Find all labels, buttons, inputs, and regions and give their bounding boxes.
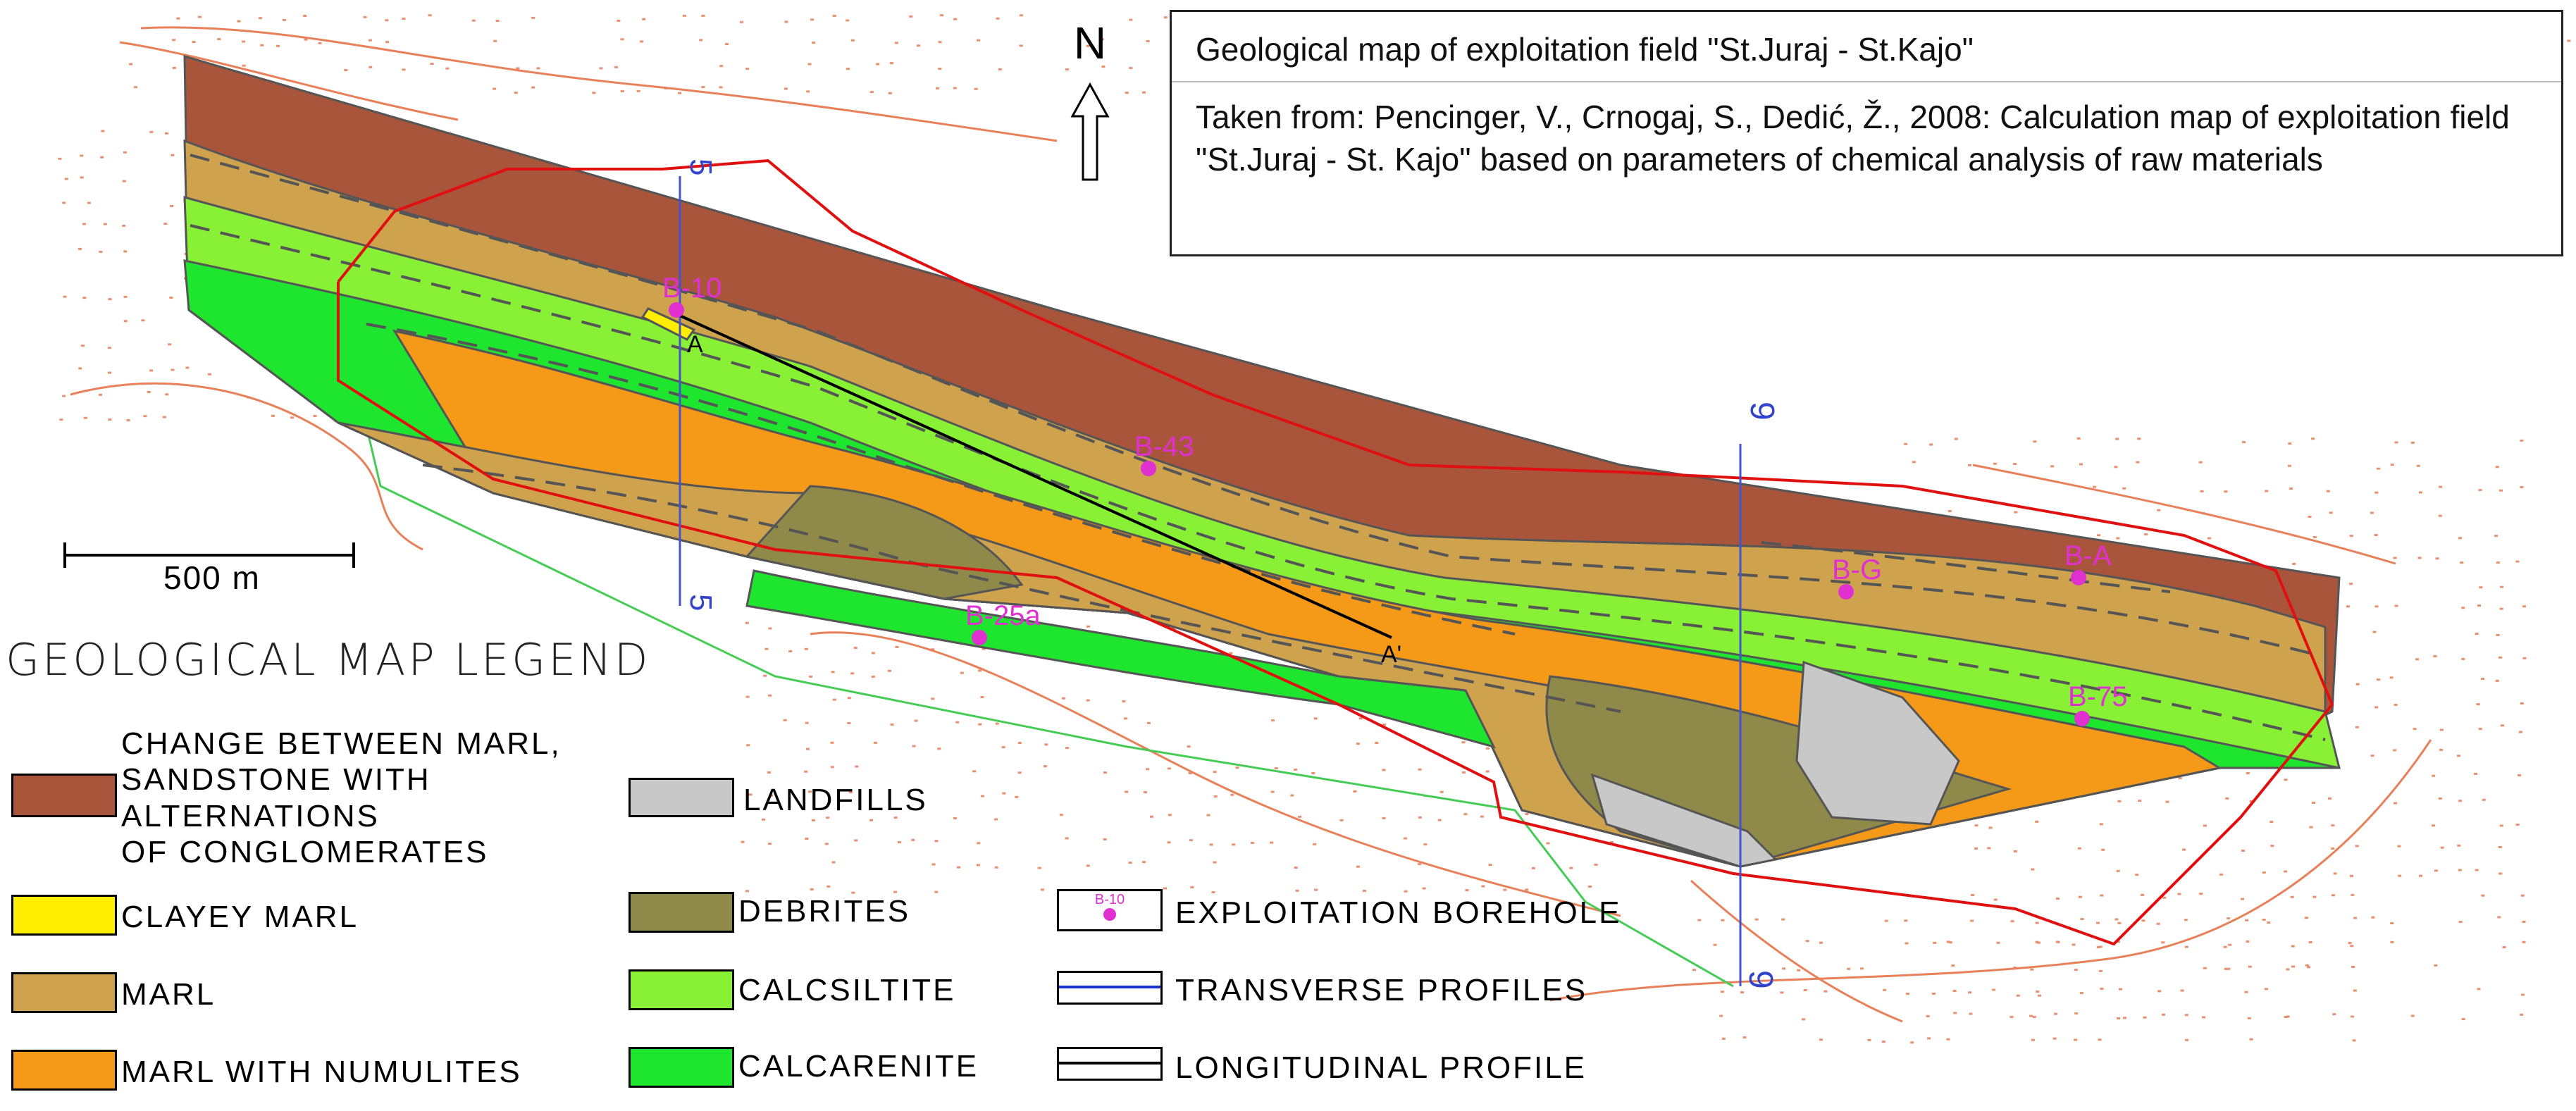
north-arrow-icon	[1070, 82, 1110, 181]
borehole-label: B-25a	[965, 600, 1041, 631]
borehole-marker	[1141, 461, 1156, 476]
legend-swatch-transverse	[1057, 971, 1163, 1005]
borehole-label: B-43	[1134, 431, 1194, 462]
formation-dashes	[190, 154, 2326, 741]
unit-debrites	[745, 485, 1024, 600]
transverse-9-top-label: 9	[1743, 402, 1781, 421]
legend-label-transverse: TRANSVERSE PROFILES	[1175, 973, 1588, 1007]
legend-label-clayey-marl: CLAYEY MARL	[121, 900, 359, 934]
title-box: Geological map of exploitation field "St…	[1170, 10, 2563, 256]
transverse-5-top-label: 5	[683, 159, 718, 175]
legend-swatch-calcarenite	[628, 1047, 734, 1088]
legend-swatch-marl	[11, 972, 117, 1013]
legend-label-marl: MARL	[121, 977, 216, 1012]
exploitation-field-boundary	[337, 159, 2334, 946]
borehole-marker	[669, 302, 684, 318]
scale-label: 500 m	[163, 559, 261, 596]
legend-label-change-marl: CHANGE BETWEEN MARL, SANDSTONE WITH ALTE…	[121, 726, 562, 870]
borehole-label: B-10	[662, 273, 722, 304]
legend-swatch-borehole: B-10	[1057, 889, 1163, 931]
legend-swatch-marl-numulites	[11, 1050, 117, 1091]
legend-label-borehole: EXPLOITATION BOREHOLE	[1175, 895, 1622, 930]
legend-label-calcsiltite: CALCSILTITE	[738, 973, 956, 1007]
borehole-label: B-A	[2064, 540, 2112, 571]
map-title: Geological map of exploitation field "St…	[1172, 12, 2561, 82]
map-credit: Taken from: Pencinger, V., Crnogaj, S., …	[1196, 99, 2510, 178]
legend-title: GEOLOGICAL MAP LEGEND	[6, 634, 651, 685]
unit-clayey-marl	[640, 307, 696, 341]
transverse-5-bottom-label: 5	[683, 594, 718, 611]
legend-swatch-debrites	[628, 892, 734, 933]
borehole-marker	[2074, 711, 2090, 726]
borehole-marker	[972, 630, 987, 645]
profile-start-label: A	[687, 331, 703, 358]
borehole-label: B-75	[2068, 681, 2128, 712]
north-label: N	[1073, 18, 1107, 68]
legend-swatch-landfills	[628, 778, 734, 817]
road-lines	[70, 26, 2432, 1023]
transverse-line-icon	[1059, 986, 1160, 988]
legend-label-marl-numulites: MARL WITH NUMULITES	[121, 1055, 522, 1089]
legend-swatch-calcsiltite	[628, 969, 734, 1010]
borehole-marker	[1838, 584, 1854, 600]
profile-end-label: A'	[1381, 641, 1401, 668]
borehole-dot-icon	[1103, 908, 1116, 921]
longitudinal-profile	[679, 314, 1392, 639]
transverse-9-bottom-label: 9	[1742, 970, 1779, 989]
scale-bar	[63, 542, 355, 568]
property-boundary	[351, 366, 1734, 988]
borehole-marker	[2071, 570, 2086, 585]
legend-label-landfills: LANDFILLS	[743, 783, 928, 817]
unit-landfills-south	[1590, 773, 1778, 868]
legend-borehole-sample-label: B-10	[1094, 892, 1125, 907]
legend-swatch-clayey-marl	[11, 895, 117, 936]
legend-swatch-change-marl	[11, 774, 117, 817]
legend-label-calcarenite: CALCARENITE	[738, 1049, 979, 1084]
legend-label-longitudinal: LONGITUDINAL PROFILE	[1175, 1050, 1587, 1085]
unit-calcarenite-lower	[745, 569, 1496, 749]
borehole-label: B-G	[1832, 554, 1882, 585]
longitudinal-line-icon	[1059, 1062, 1160, 1065]
legend-swatch-longitudinal	[1057, 1047, 1163, 1081]
legend-label-debrites: DEBRITES	[738, 894, 911, 929]
unit-landfills	[1795, 660, 1960, 826]
boreholes: B-10 B-43 B-25a B-G B-A B-75	[662, 273, 2128, 726]
